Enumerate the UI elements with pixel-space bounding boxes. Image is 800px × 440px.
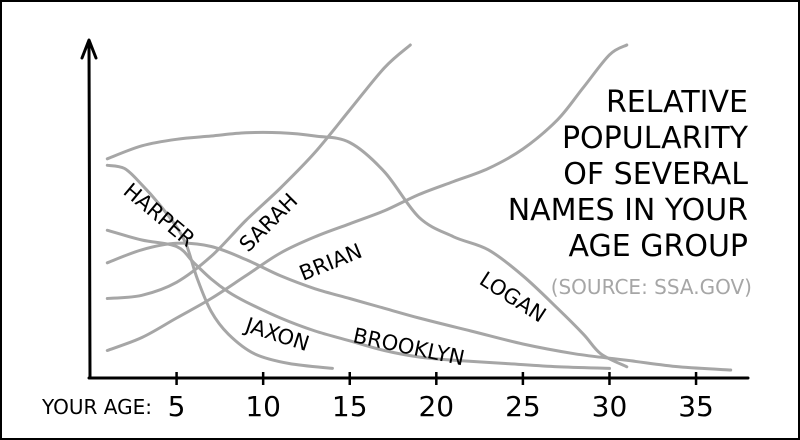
series-label-harper: HARPER <box>119 178 200 251</box>
y-axis <box>87 42 92 379</box>
title-line-2: POPULARITY <box>562 121 749 156</box>
x-tick-label: 30 <box>592 390 628 423</box>
title-line-3: OF SEVERAL <box>563 157 748 192</box>
series-label-jaxon: JAXON <box>241 312 313 356</box>
source-note: (SOURCE: SSA.GOV) <box>551 275 752 299</box>
series-layer <box>105 43 733 372</box>
x-tick-label: 15 <box>332 390 368 423</box>
title-line-5: AGE GROUP <box>569 229 749 264</box>
series-line-jaxon <box>105 228 611 370</box>
series-label-brian: BRIAN <box>296 239 366 286</box>
series-label-logan: LOGAN <box>475 267 550 327</box>
series-line-brian <box>105 130 629 369</box>
x-tick-label: 10 <box>245 390 281 423</box>
title-line-1: RELATIVE <box>606 85 748 120</box>
x-axis-label: YOUR AGE: <box>41 395 152 419</box>
series-label-brooklyn: BROOKLYN <box>351 323 467 370</box>
chart-title: RELATIVE POPULARITY OF SEVERAL NAMES IN … <box>508 85 749 264</box>
x-tick-label: 25 <box>505 390 541 423</box>
x-tick-label: 20 <box>418 390 454 423</box>
series-line-logan <box>105 43 629 352</box>
series-line-sarah <box>105 43 412 300</box>
x-ticks: 5 10 15 20 25 30 35 <box>168 372 714 423</box>
y-axis-arrowhead <box>80 38 98 60</box>
x-tick-label: 5 <box>168 390 186 423</box>
x-tick-label: 35 <box>678 390 714 423</box>
title-line-4: NAMES IN YOUR <box>508 193 748 228</box>
series-line-brooklyn <box>105 241 733 372</box>
